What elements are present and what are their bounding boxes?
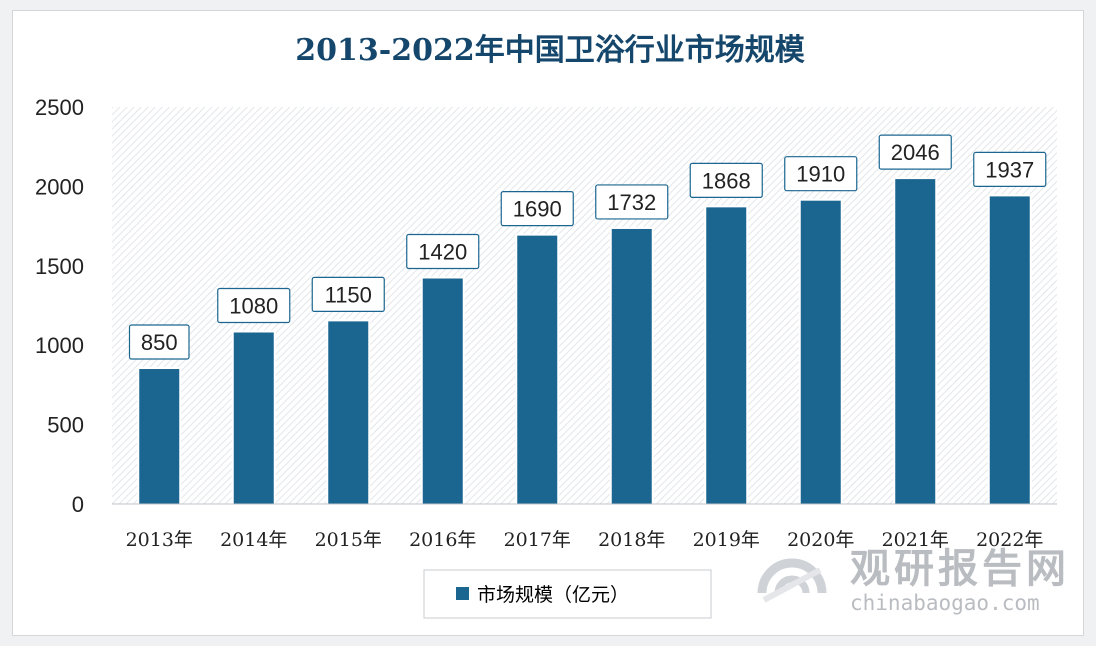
data-label: 2046 — [891, 140, 940, 165]
x-axis: 2013年 2014年 2015年 2016年 2017年 2018年 2019年 2020年… — [126, 529, 1044, 551]
bar — [233, 332, 274, 504]
x-tick-label: 2016年 — [409, 529, 476, 551]
legend-swatch — [456, 587, 469, 600]
watermark-logo — [757, 558, 827, 603]
data-label-box — [217, 287, 291, 324]
data-label: 1080 — [229, 293, 278, 318]
y-tick-label: 2500 — [35, 95, 84, 120]
data-label: 1420 — [418, 240, 467, 265]
chart-title: 2013-2022年中国卫浴行业市场规模 — [295, 33, 804, 68]
data-label: 1937 — [985, 157, 1034, 182]
data-label-box — [595, 184, 669, 220]
data-label-box — [311, 276, 385, 312]
y-tick-label: 1000 — [35, 333, 84, 358]
x-tick-label: 2022年 — [976, 529, 1043, 551]
y-axis: 0 500 1000 1500 2000 2500 — [35, 95, 84, 517]
data-label-box — [878, 134, 952, 170]
y-tick-label: 0 — [72, 492, 84, 517]
data-label: 1910 — [796, 162, 845, 187]
bar — [706, 207, 747, 504]
x-tick-label: 2014年 — [220, 529, 287, 551]
data-labels-group: 850 1080 1150 1420 1690 1732 1868 1910 2046 1937 — [128, 134, 1047, 360]
bar — [139, 369, 180, 504]
y-tick-label: 2000 — [35, 174, 84, 199]
bar — [611, 228, 652, 504]
x-tick-label: 2013年 — [126, 529, 193, 551]
data-label-box — [500, 191, 574, 227]
x-tick-label: 2015年 — [315, 529, 382, 551]
bar — [895, 179, 936, 504]
bar — [800, 200, 841, 504]
watermark-brand: 观研报告网 — [850, 546, 1070, 592]
data-label: 1732 — [607, 190, 656, 215]
bar — [422, 278, 463, 504]
legend-label: 市场规模（亿元） — [477, 584, 629, 606]
x-tick-label: 2020年 — [787, 529, 854, 551]
data-label: 850 — [141, 330, 178, 355]
data-label-box — [406, 233, 480, 270]
x-tick-label: 2017年 — [504, 529, 571, 551]
bars-group — [137, 177, 1032, 505]
watermark-url: chinabaogao.com — [850, 591, 1040, 615]
x-tick-label: 2019年 — [693, 529, 760, 551]
data-label-box — [973, 151, 1047, 188]
data-label-box — [784, 156, 858, 192]
x-tick-label: 2018年 — [598, 529, 665, 551]
y-tick-label: 500 — [47, 413, 84, 438]
data-label: 1868 — [702, 168, 751, 193]
bar — [517, 235, 558, 505]
data-label-box — [689, 162, 763, 198]
data-label-box — [128, 324, 190, 360]
bar — [989, 196, 1030, 504]
watermark: 观研报告网 chinabaogao.com — [757, 546, 1070, 615]
x-tick-label: 2021年 — [882, 529, 949, 551]
legend: 市场规模（亿元） — [423, 569, 712, 619]
bar — [328, 321, 369, 504]
legend-box — [423, 569, 712, 619]
data-label: 1150 — [325, 282, 372, 307]
data-label: 1690 — [513, 197, 562, 222]
y-tick-label: 1500 — [35, 254, 84, 279]
